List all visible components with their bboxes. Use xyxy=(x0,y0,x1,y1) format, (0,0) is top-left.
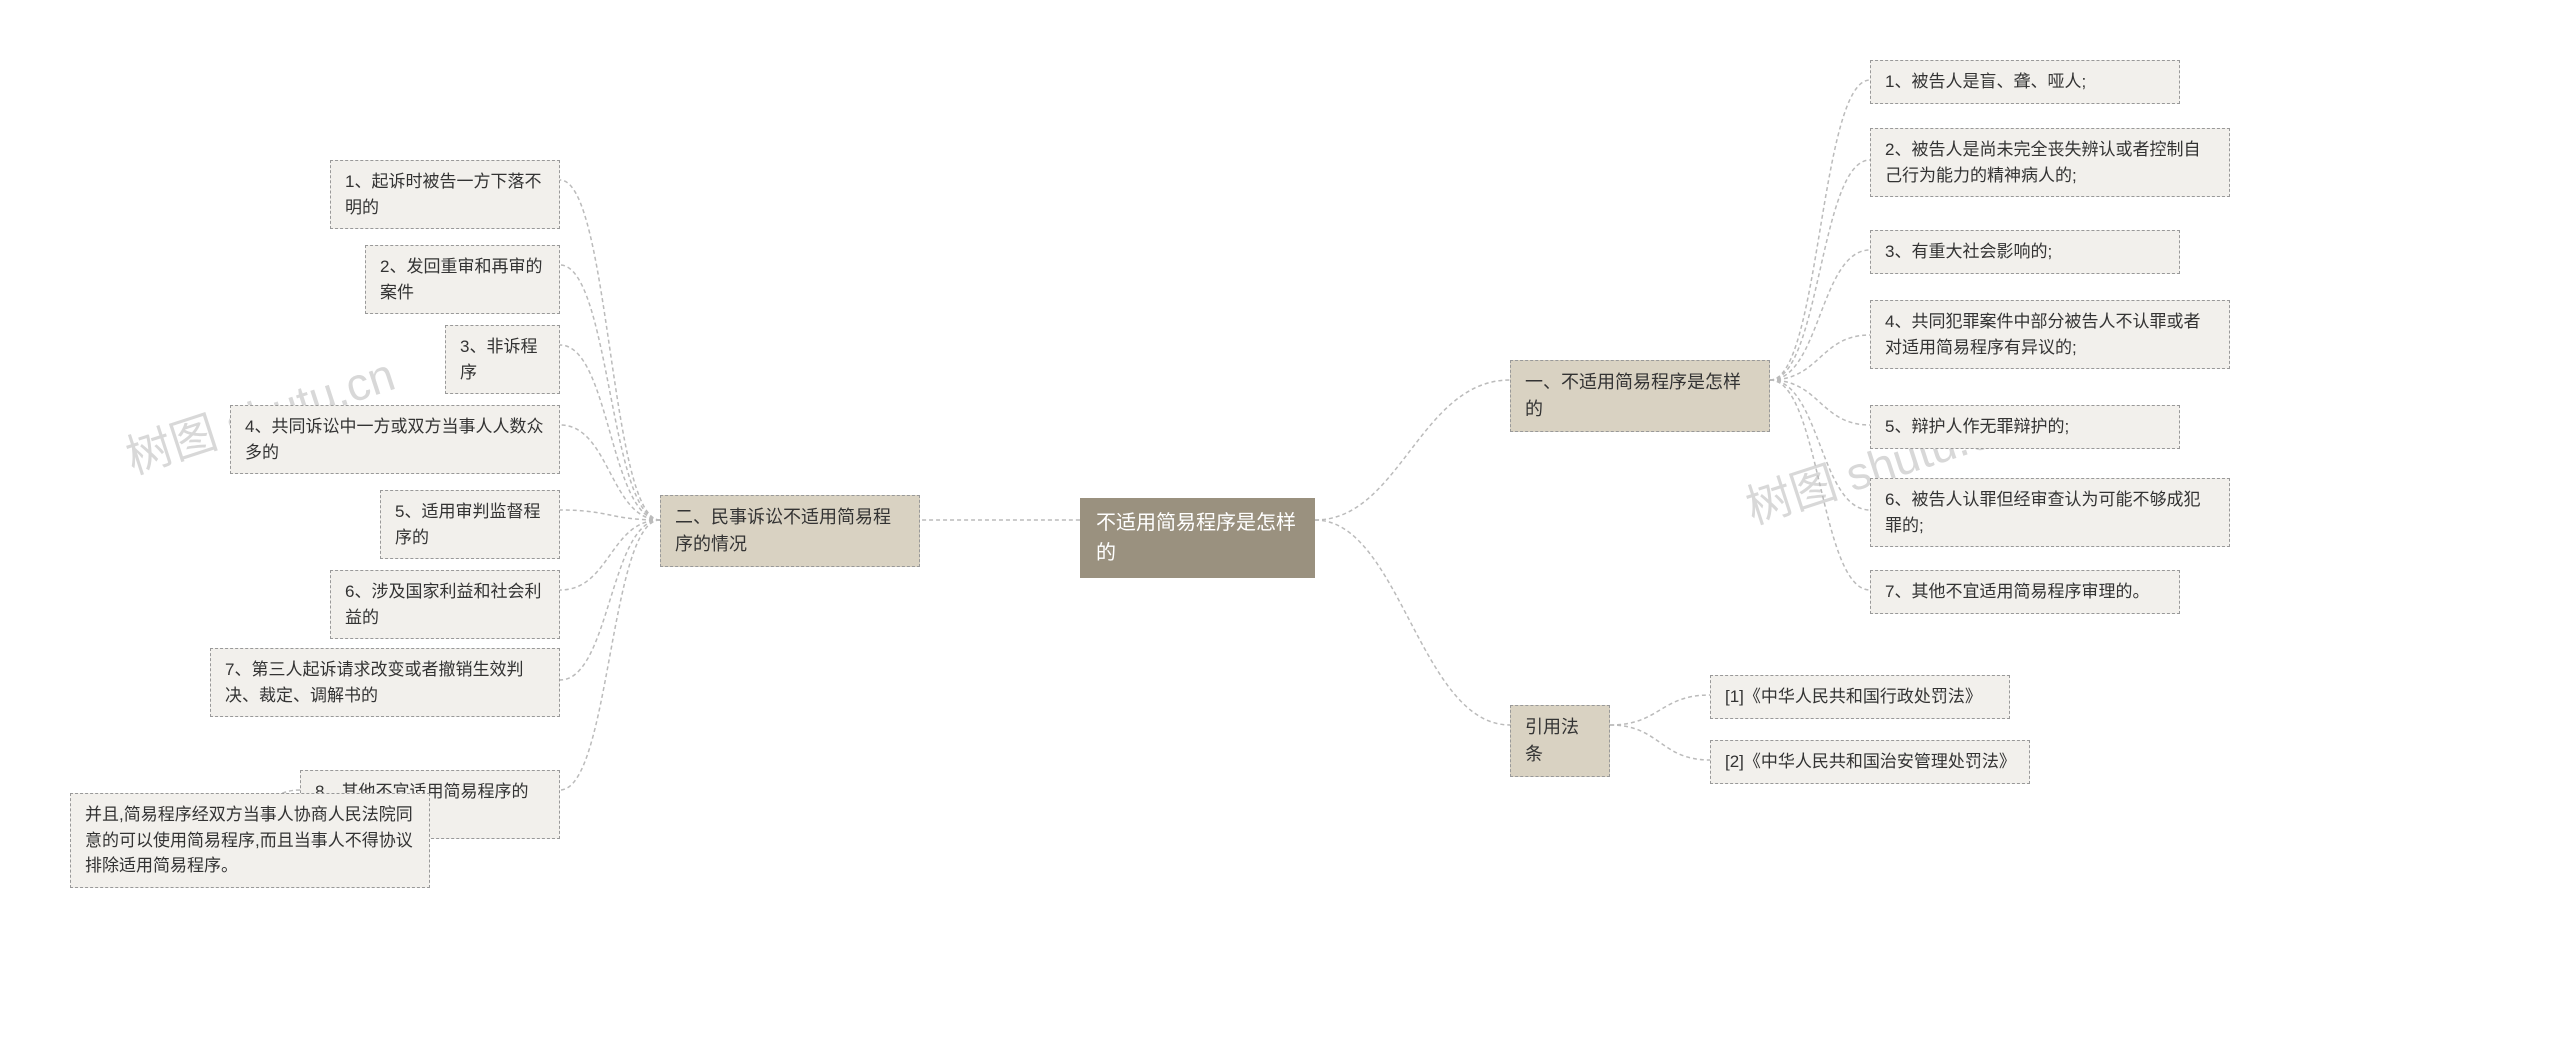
root-node: 不适用简易程序是怎样的 xyxy=(1080,498,1315,578)
branch2-item-3: 3、非诉程序 xyxy=(445,325,560,394)
branch2-item-5: 5、适用审判监督程序的 xyxy=(380,490,560,559)
branch2-item-1: 1、起诉时被告一方下落不明的 xyxy=(330,160,560,229)
branch-1: 一、不适用简易程序是怎样的 xyxy=(1510,360,1770,432)
branch3-item-2: [2]《中华人民共和国治安管理处罚法》 xyxy=(1710,740,2030,784)
branch2-item-4: 4、共同诉讼中一方或双方当事人人数众多的 xyxy=(230,405,560,474)
branch2-item-7: 7、第三人起诉请求改变或者撤销生效判决、裁定、调解书的 xyxy=(210,648,560,717)
branch1-item-1: 1、被告人是盲、聋、哑人; xyxy=(1870,60,2180,104)
branch2-item-6: 6、涉及国家利益和社会利益的 xyxy=(330,570,560,639)
branch2-item-2: 2、发回重审和再审的案件 xyxy=(365,245,560,314)
branch1-item-6: 6、被告人认罪但经审查认为可能不够成犯罪的; xyxy=(1870,478,2230,547)
branch1-item-4: 4、共同犯罪案件中部分被告人不认罪或者对适用简易程序有异议的; xyxy=(1870,300,2230,369)
branch1-item-2: 2、被告人是尚未完全丧失辨认或者控制自己行为能力的精神病人的; xyxy=(1870,128,2230,197)
branch-3: 引用法条 xyxy=(1510,705,1610,777)
branch3-item-1: [1]《中华人民共和国行政处罚法》 xyxy=(1710,675,2010,719)
branch-2: 二、民事诉讼不适用简易程序的情况 xyxy=(660,495,920,567)
branch1-item-3: 3、有重大社会影响的; xyxy=(1870,230,2180,274)
branch2-note: 并且,简易程序经双方当事人协商人民法院同意的可以使用简易程序,而且当事人不得协议… xyxy=(70,793,430,888)
branch1-item-7: 7、其他不宜适用简易程序审理的。 xyxy=(1870,570,2180,614)
branch1-item-5: 5、辩护人作无罪辩护的; xyxy=(1870,405,2180,449)
